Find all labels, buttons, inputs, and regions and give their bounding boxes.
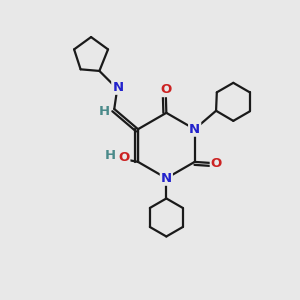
- Text: O: O: [160, 83, 171, 96]
- Text: H: H: [98, 106, 110, 118]
- Text: N: N: [189, 123, 200, 136]
- Text: N: N: [112, 81, 123, 94]
- Text: O: O: [118, 151, 129, 164]
- Text: O: O: [211, 157, 222, 169]
- Text: N: N: [161, 172, 172, 185]
- Text: H: H: [104, 149, 116, 162]
